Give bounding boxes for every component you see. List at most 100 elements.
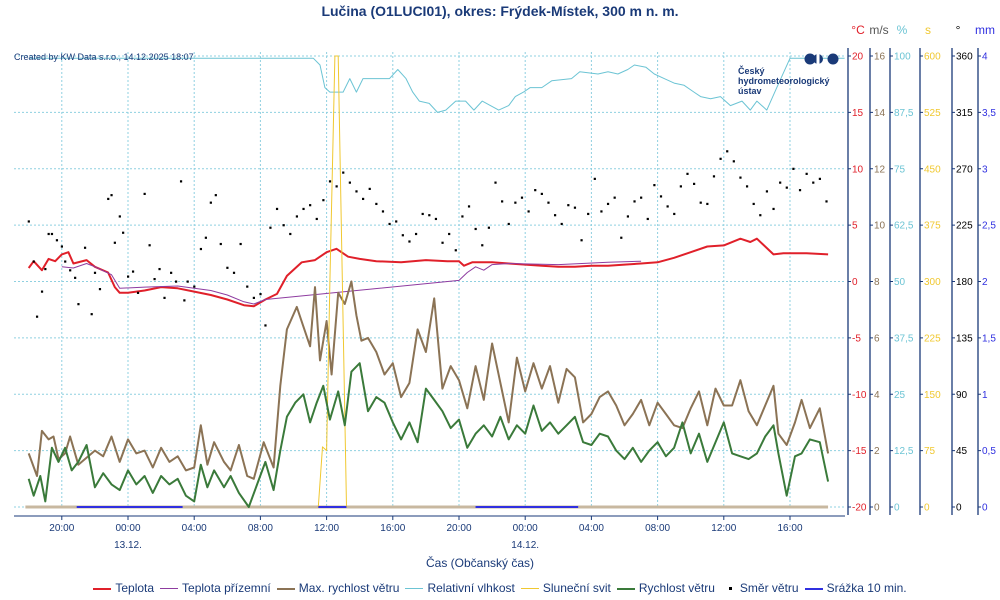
axis-tick-label: 375 xyxy=(924,221,941,232)
wind-direction-point xyxy=(395,220,398,223)
wind-direction-point xyxy=(487,226,490,229)
wind-direction-point xyxy=(633,200,636,203)
wind-direction-point xyxy=(69,269,72,272)
wind-direction-point xyxy=(666,205,669,208)
wind-direction-point xyxy=(315,217,318,221)
wind-direction-point xyxy=(792,167,795,170)
wind-direction-point xyxy=(179,180,183,183)
legend-swatch xyxy=(160,588,179,590)
legend-label: Sluneční svit xyxy=(542,581,611,595)
x-tick-label: 12:00 xyxy=(314,523,339,534)
axis-tick-label: 37,5 xyxy=(894,333,914,344)
axes-layer: °C-20-15-10-505101520m/s0246810121416%01… xyxy=(847,23,996,515)
axis-tick-label: 20 xyxy=(852,52,864,63)
axis-unit-label: ° xyxy=(956,23,961,37)
wind-direction-point xyxy=(113,241,116,244)
legend-label: Rychlost větru xyxy=(638,581,715,595)
legend-label: Relativní vlhkost xyxy=(427,581,515,595)
legend-item: Rychlost větru xyxy=(616,581,715,595)
axis-tick-label: 15 xyxy=(852,108,864,119)
wind-direction-point xyxy=(573,206,577,209)
legend-swatch xyxy=(520,588,539,590)
wind-direction-point xyxy=(143,192,146,196)
axis-unit-label: % xyxy=(897,23,908,37)
axis-tick-label: 87,5 xyxy=(894,108,914,119)
wind-direction-point xyxy=(606,202,610,206)
axis-tick-label: 450 xyxy=(924,164,941,175)
wind-direction-point xyxy=(32,260,35,263)
axis-tick-label: 300 xyxy=(924,277,941,288)
wind-direction-point xyxy=(726,150,729,153)
wind-direction-point xyxy=(219,242,222,246)
wind-direction-point xyxy=(368,187,371,190)
wind-direction-point xyxy=(110,194,113,197)
axis-tick-label: 225 xyxy=(924,333,941,344)
wind-direction-point xyxy=(514,201,517,204)
wind-direction-point xyxy=(553,214,557,217)
wind-direction-point xyxy=(494,181,497,184)
axis-tick-label: 3,5 xyxy=(982,108,996,119)
axis-tick-label: 14 xyxy=(874,108,886,119)
x-date-label: 13.12. xyxy=(114,540,142,551)
wind-direction-point xyxy=(461,215,464,218)
wind-direction-point xyxy=(355,190,358,193)
wind-direction-point xyxy=(679,185,682,188)
wind-direction-point xyxy=(805,172,808,175)
axis-tick-label: 1 xyxy=(982,390,988,401)
axis-tick-label: 270 xyxy=(956,164,973,175)
wind-direction-point xyxy=(309,204,312,207)
wind-direction-point xyxy=(289,232,292,236)
axis-tick-label: 6 xyxy=(874,333,880,344)
wind-direction-point xyxy=(158,267,161,271)
x-tick-label: 20:00 xyxy=(446,523,471,534)
wind-direction-point xyxy=(375,202,378,206)
legend-label: Teplota xyxy=(115,581,155,595)
wind-direction-point xyxy=(136,291,140,294)
legend-label: Teplota přízemní xyxy=(182,581,271,595)
legend-item: Teplota xyxy=(93,581,154,595)
legend-item: Teplota přízemní xyxy=(160,581,271,595)
wind-direction-point xyxy=(209,201,212,204)
wind-direction-point xyxy=(560,222,563,226)
wind-direction-point xyxy=(401,234,404,237)
wind-direction-point xyxy=(620,236,623,239)
wind-direction-point xyxy=(686,172,689,175)
wind-direction-point xyxy=(699,201,702,204)
wind-direction-point xyxy=(421,212,424,216)
axis-tick-label: 10 xyxy=(874,221,886,232)
wind-direction-point xyxy=(264,324,267,327)
wind-direction-point xyxy=(580,239,583,242)
wind-direction-point xyxy=(35,315,39,318)
axis-unit-label: mm xyxy=(975,23,995,37)
grid xyxy=(14,52,845,508)
wind-direction-point xyxy=(818,177,821,180)
wind-direction-point xyxy=(474,227,477,231)
x-date-label: 14.12. xyxy=(511,540,539,551)
axis-tick-label: 75 xyxy=(924,446,936,457)
x-tick-label: 16:00 xyxy=(777,523,802,534)
axis-tick-label: 16 xyxy=(874,52,886,63)
axis-tick-label: 0 xyxy=(894,503,900,514)
axis-tick-label: 150 xyxy=(924,390,941,401)
wind-direction-point xyxy=(328,180,332,183)
axis-tick-label: 525 xyxy=(924,108,941,119)
wind-direction-point xyxy=(381,210,385,213)
wind-direction-point xyxy=(193,285,196,288)
wind-direction-point xyxy=(673,212,676,216)
wind-direction-point xyxy=(348,181,351,184)
axis-tick-label: 75 xyxy=(894,164,906,175)
wind-direction-point xyxy=(454,249,457,252)
wind-direction-point xyxy=(752,202,755,206)
wind-direction-point xyxy=(646,217,649,221)
axis-tick-label: 0 xyxy=(852,277,858,288)
legend-swatch xyxy=(804,587,823,590)
wind-direction-point xyxy=(659,195,663,198)
wind-direction-point xyxy=(122,231,125,234)
wind-direction-point xyxy=(507,222,510,226)
x-tick-label: 04:00 xyxy=(182,523,207,534)
axis-tick-label: 225 xyxy=(956,221,973,232)
wind-direction-point xyxy=(481,244,484,247)
wind-direction-point xyxy=(739,176,742,179)
legend-item: Srážka 10 min. xyxy=(804,581,907,595)
wind-direction-point xyxy=(765,190,769,193)
